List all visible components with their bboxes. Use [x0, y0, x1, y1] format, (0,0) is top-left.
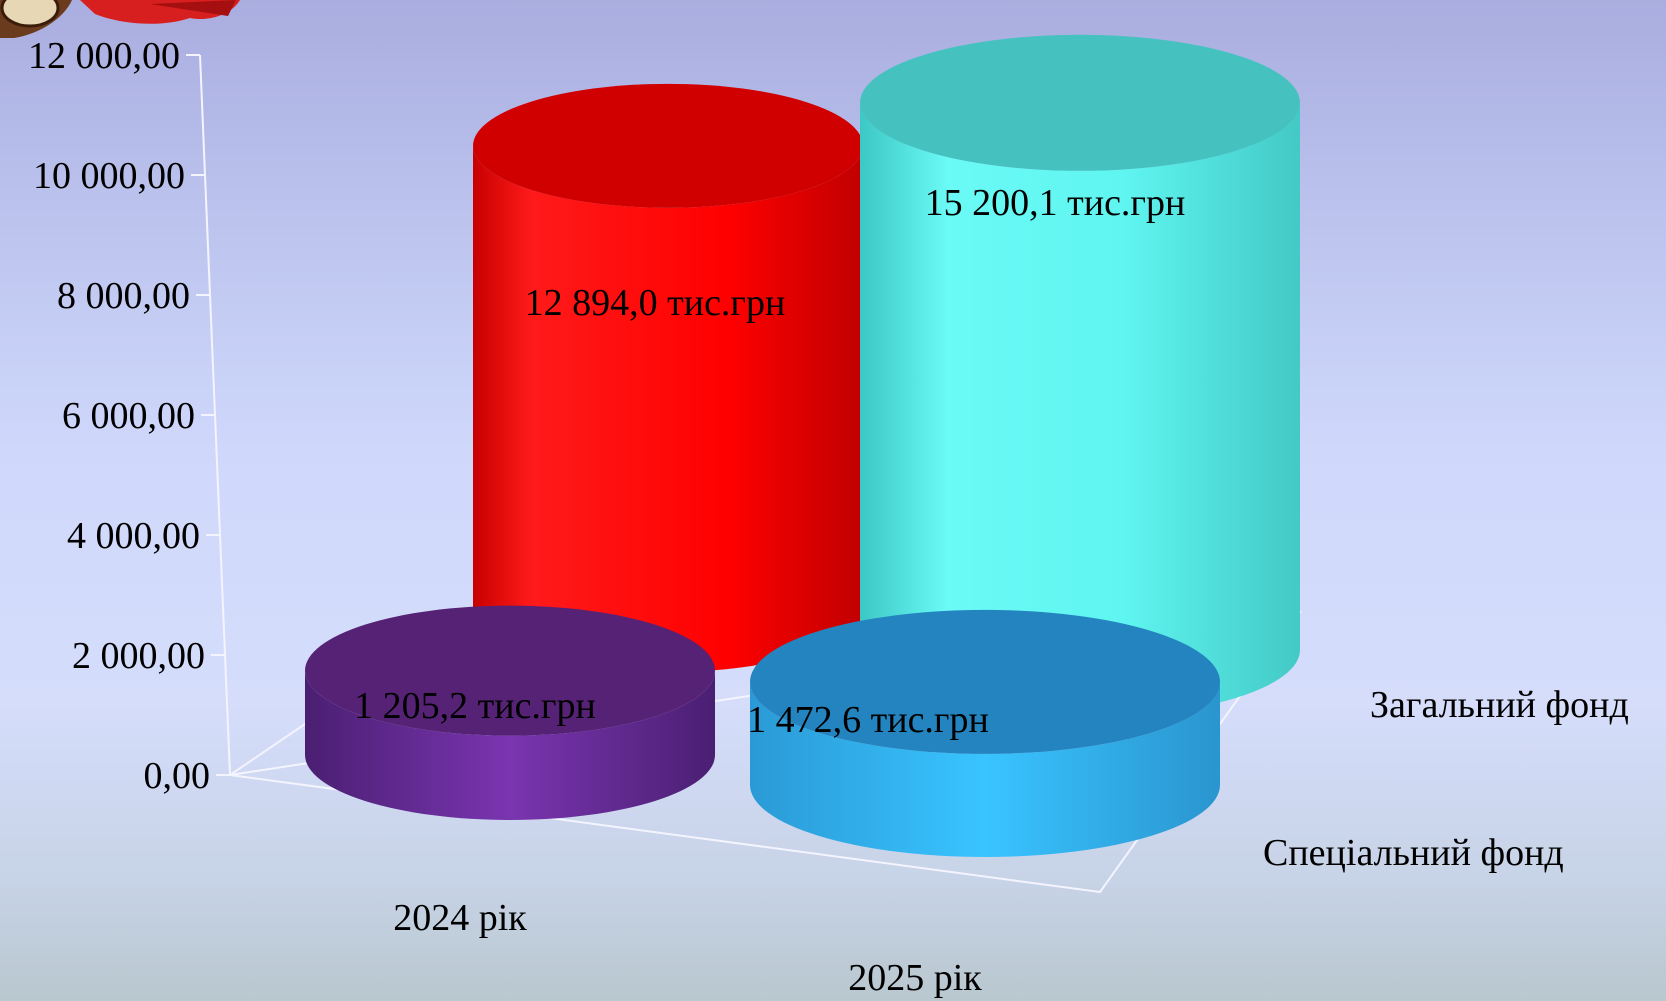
- cylinder-special-1-body: [305, 670, 715, 820]
- cylinder-general-1-body: [473, 145, 863, 673]
- category-label: 2024 рік: [393, 897, 527, 939]
- plot-area: [305, 34, 1300, 857]
- data-label: 12 894,0 тис.грн: [525, 282, 786, 324]
- series-axis-label: Спеціальний фонд: [1263, 832, 1564, 874]
- cylinder-general-1-top: [473, 83, 863, 208]
- cylinder-special-2-top: [750, 609, 1220, 754]
- y-tick-label: 12 000,00: [28, 35, 180, 77]
- y-tick-label: 10 000,00: [33, 155, 185, 197]
- series-axis-label: Загальний фонд: [1370, 684, 1629, 726]
- cylinder-special-2: [750, 609, 1220, 857]
- category-label: 2025 рік: [848, 957, 982, 999]
- y-tick-label: 4 000,00: [67, 515, 200, 557]
- data-label: 1 472,6 тис.грн: [747, 699, 989, 741]
- labels: 0,00 2 000,00 4 000,00 6 000,00 8 000,00 10 0…: [28, 35, 1629, 999]
- cylinder-general-2-body: [860, 102, 1300, 718]
- cylinder-special-2-body: [750, 681, 1220, 857]
- cylinder-special-1: [305, 605, 715, 820]
- data-label: 15 200,1 тис.грн: [925, 182, 1186, 224]
- cylinder-general-2-top: [860, 34, 1300, 171]
- y-tick-label: 6 000,00: [62, 395, 195, 437]
- data-label: 1 205,2 тис.грн: [354, 685, 596, 727]
- y-tick-label: 0,00: [144, 755, 211, 797]
- y-tick-label: 8 000,00: [57, 275, 190, 317]
- logo-fragment: [0, 0, 240, 38]
- cylinder-general-2: [860, 34, 1300, 718]
- cylinder-special-1-top: [305, 605, 715, 736]
- cylinder-general-1: [473, 83, 863, 673]
- y-tick-label: 2 000,00: [72, 635, 205, 677]
